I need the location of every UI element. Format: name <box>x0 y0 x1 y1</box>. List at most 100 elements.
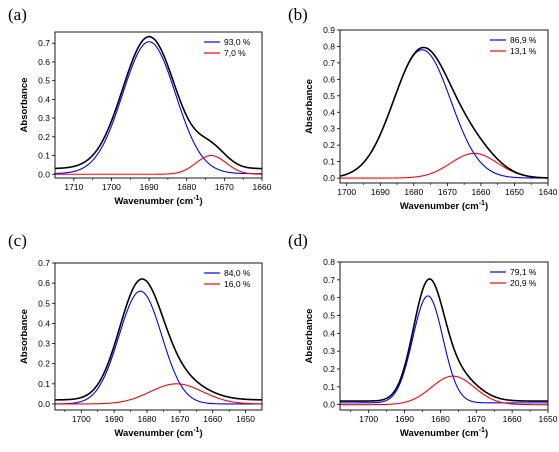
y-tick-label: 0.7 <box>323 275 335 285</box>
sum-curve <box>55 278 262 401</box>
y-tick-label: 0.7 <box>323 58 335 68</box>
blue-component-curve <box>340 49 548 179</box>
x-tick-label: 1670 <box>467 414 486 424</box>
x-tick-label: 1690 <box>140 182 159 192</box>
panel-label: (c) <box>8 231 27 250</box>
plot-frame <box>54 31 263 179</box>
panel-label: (a) <box>8 5 27 24</box>
x-axis-title-close: ) <box>199 428 202 439</box>
x-tick-label: 1660 <box>503 414 522 424</box>
legend-label: 79,1 % <box>510 267 537 277</box>
legend-label: 16,0 % <box>224 279 251 289</box>
y-tick-label: 0.3 <box>323 346 335 356</box>
x-tick-label: 1700 <box>337 187 356 197</box>
x-axis-title: Wavenumber (cm-1) <box>400 200 488 212</box>
y-tick-label: 0.1 <box>38 379 50 389</box>
y-tick-label: 0.2 <box>38 359 50 369</box>
y-tick-label: 0.7 <box>38 258 50 268</box>
x-tick-label: 1680 <box>404 187 423 197</box>
y-tick-label: 0.8 <box>323 41 335 51</box>
y-tick-label: 0.3 <box>323 124 335 134</box>
panel-2: (b) 1700 1690 1680 1670 1660 1650 1640 0.0 0.1 0.2… <box>288 5 558 212</box>
x-tick-label: 1650 <box>236 414 255 424</box>
x-tick-label: 1690 <box>395 414 414 424</box>
plot-frame <box>339 261 549 411</box>
x-axis-title-close: ) <box>485 201 488 212</box>
x-axis-title-text: Wavenumber (cm <box>114 196 193 207</box>
x-axis-title-text: Wavenumber (cm <box>400 201 479 212</box>
y-tick-label: 0.9 <box>323 25 335 35</box>
blue-component-curve <box>55 290 262 405</box>
y-tick-label: 0.1 <box>323 382 335 392</box>
x-tick-label: 1680 <box>431 414 450 424</box>
x-axis-title-close: ) <box>199 196 202 207</box>
x-tick-label: 1660 <box>471 187 490 197</box>
y-tick-label: 0.0 <box>323 400 335 410</box>
x-tick-label: 1700 <box>102 182 121 192</box>
legend-label: 86,9 % <box>510 35 537 45</box>
y-tick-label: 0.3 <box>38 113 50 123</box>
x-axis-title-close: ) <box>485 428 488 439</box>
y-tick-label: 0.5 <box>323 310 335 320</box>
plot-frame <box>54 262 263 411</box>
x-axis-title-superscript: -1 <box>479 427 485 434</box>
y-axis-title: Absorbance <box>304 309 315 364</box>
x-tick-label: 1690 <box>371 187 390 197</box>
legend-label: 20,9 % <box>510 278 537 288</box>
y-tick-label: 0.6 <box>38 278 50 288</box>
x-tick-label: 1680 <box>177 182 196 192</box>
red-component-curve <box>55 383 262 405</box>
y-tick-label: 0.0 <box>38 399 50 409</box>
y-tick-label: 0.0 <box>323 173 335 183</box>
panel-1: (a) 1710 1700 1690 1680 1670 1660 0.0 0.1 0.2 0.3 0… <box>8 5 272 207</box>
y-tick-label: 0.4 <box>323 107 335 117</box>
y-tick-label: 0.1 <box>323 157 335 167</box>
panel-label: (b) <box>288 5 308 24</box>
y-tick-label: 0.0 <box>38 169 50 179</box>
sum-curve <box>55 35 262 170</box>
y-tick-label: 0.7 <box>38 38 50 48</box>
panel-3: (c) 1700 1690 1680 1670 1660 1650 0.0 0.1 0.2 0.3 0… <box>8 231 263 439</box>
y-tick-label: 0.5 <box>38 76 50 86</box>
y-tick-label: 0.2 <box>38 132 50 142</box>
y-tick-label: 0.3 <box>38 339 50 349</box>
plot-frame <box>339 29 549 184</box>
x-tick-label: 1680 <box>138 414 157 424</box>
x-tick-label: 1700 <box>72 414 91 424</box>
y-tick-label: 0.6 <box>38 57 50 67</box>
y-tick-label: 0.8 <box>323 257 335 267</box>
blue-component-curve <box>340 295 548 404</box>
x-axis-title: Wavenumber (cm-1) <box>400 427 488 439</box>
y-tick-label: 0.2 <box>323 140 335 150</box>
y-tick-label: 0.6 <box>323 74 335 84</box>
y-axis-title: Absorbance <box>19 309 30 364</box>
y-tick-label: 0.2 <box>323 364 335 374</box>
x-axis-title: Wavenumber (cm-1) <box>114 427 202 439</box>
y-tick-label: 0.5 <box>323 91 335 101</box>
x-tick-label: 1660 <box>203 414 222 424</box>
y-tick-label: 0.5 <box>38 298 50 308</box>
x-tick-label: 1690 <box>105 414 124 424</box>
y-axis-title: Absorbance <box>19 78 30 133</box>
y-tick-label: 0.4 <box>38 318 50 328</box>
panel-label: (d) <box>288 231 308 250</box>
y-tick-label: 0.4 <box>323 328 335 338</box>
x-tick-label: 1670 <box>215 182 234 192</box>
x-tick-label: 1640 <box>539 187 558 197</box>
red-component-curve <box>340 152 548 179</box>
legend-label: 93,0 % <box>224 37 251 47</box>
x-tick-label: 1710 <box>64 182 83 192</box>
x-tick-label: 1650 <box>505 187 524 197</box>
legend-label: 13,1 % <box>510 46 537 56</box>
legend-label: 7,0 % <box>224 48 246 58</box>
panel-4: (d) 1700 1690 1680 1670 1660 1650 0.0 0.1 0.2 0.3 0… <box>288 231 558 439</box>
sum-curve <box>340 278 548 402</box>
y-axis-title: Absorbance <box>304 79 315 134</box>
legend-label: 84,0 % <box>224 268 251 278</box>
blue-component-curve <box>55 41 262 175</box>
x-tick-label: 1670 <box>438 187 457 197</box>
red-component-curve <box>55 154 262 175</box>
x-axis-title-text: Wavenumber (cm <box>400 428 479 439</box>
x-tick-label: 1700 <box>359 414 378 424</box>
